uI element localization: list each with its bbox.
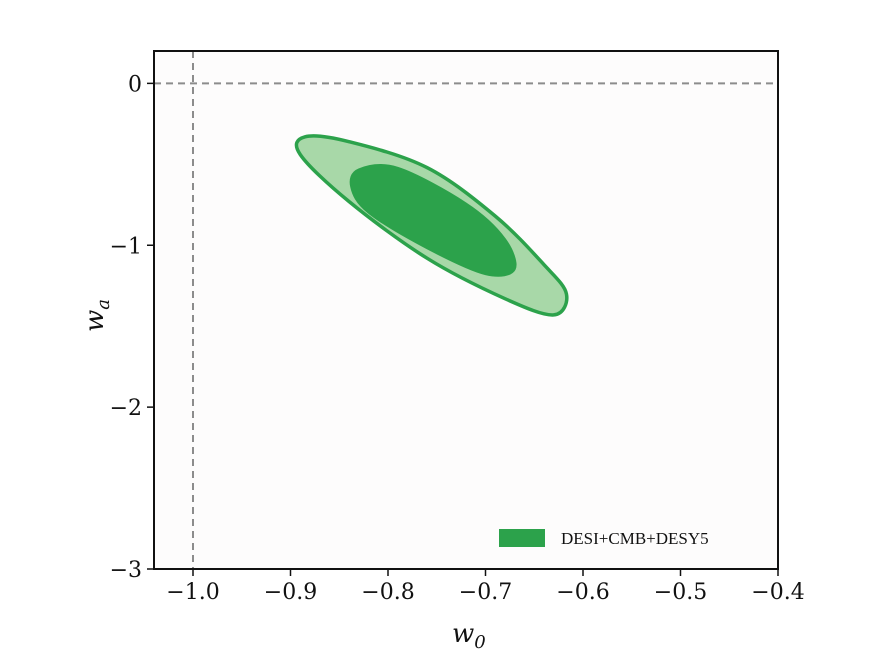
ticks-layer: −1.0 −0.9 −0.8 −0.7 −0.6 −0.5 −0.4 0 −1 −2 −3 bbox=[110, 72, 805, 605]
x-tick-label: −0.4 bbox=[751, 580, 804, 605]
plot-background bbox=[154, 51, 778, 569]
reference-lines bbox=[154, 51, 778, 569]
legend-swatch bbox=[499, 529, 545, 547]
y-axis-label: wa bbox=[80, 299, 114, 332]
legend: DESI+CMB+DESY5 bbox=[499, 529, 709, 548]
plot-frame bbox=[153, 50, 779, 570]
x-axis-label: w0 bbox=[452, 619, 486, 653]
y-tick-label: −3 bbox=[110, 558, 142, 583]
x-tick-label: −0.6 bbox=[556, 580, 609, 605]
contour-inner-68 bbox=[349, 163, 517, 277]
legend-label: DESI+CMB+DESY5 bbox=[561, 529, 709, 548]
x-tick-label: −0.5 bbox=[654, 580, 707, 605]
contours-layer bbox=[294, 134, 569, 317]
x-tick-label: −0.7 bbox=[459, 580, 512, 605]
x-tick-label: −0.8 bbox=[361, 580, 414, 605]
y-tick-label: −1 bbox=[110, 234, 142, 259]
y-tick-label: 0 bbox=[128, 72, 142, 97]
x-tick-label: −1.0 bbox=[166, 580, 219, 605]
y-tick-label: −2 bbox=[110, 396, 142, 421]
x-axis-label-subscript: 0 bbox=[474, 632, 485, 653]
x-axis-label-symbol: w bbox=[452, 619, 474, 649]
x-tick-label: −0.9 bbox=[264, 580, 317, 605]
y-axis-label-symbol: w bbox=[80, 310, 110, 332]
y-axis-label-subscript: a bbox=[93, 299, 114, 310]
